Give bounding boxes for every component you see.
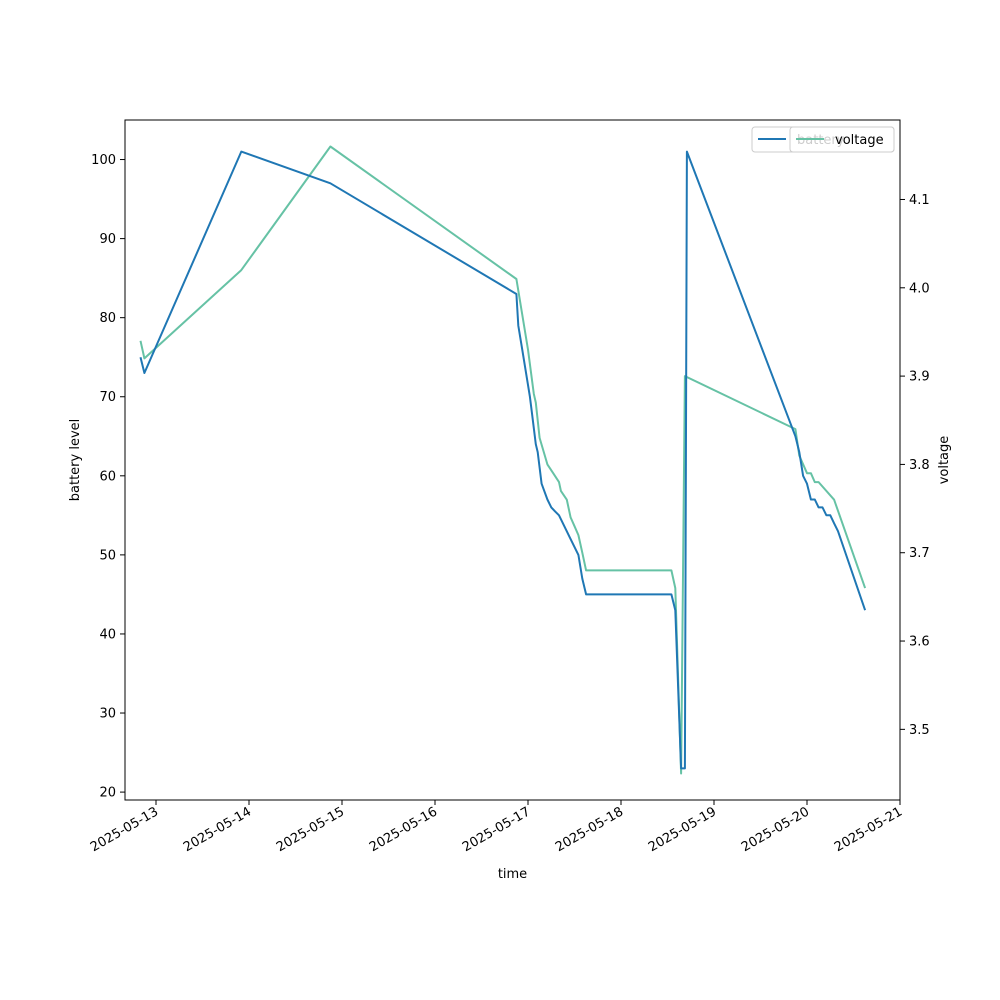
y-right-tick-label: 4.0: [909, 281, 930, 296]
y-right-tick-label: 3.8: [909, 458, 930, 473]
plot-frame: [124, 119, 901, 801]
x-tick-label: 2025-05-15: [274, 804, 347, 855]
y-left-tick-label: 80: [99, 311, 116, 326]
legend-label-voltage: voltage: [835, 133, 884, 148]
x-axis-label: time: [498, 867, 527, 882]
y-right-axis-label: voltage: [937, 436, 952, 485]
x-tick-label: 2025-05-21: [832, 804, 905, 855]
y-left-tick-label: 40: [99, 627, 116, 642]
y-left-tick-label: 50: [99, 548, 116, 563]
y-left-tick-label: 100: [91, 153, 116, 168]
series-lines: [139, 145, 867, 775]
x-tick-label: 2025-05-14: [181, 804, 254, 855]
y-left-tick-label: 90: [99, 232, 116, 247]
y-right-tick-label: 4.1: [909, 193, 930, 208]
y-left-tick-label: 70: [99, 390, 116, 405]
x-tick-label: 2025-05-16: [367, 804, 440, 855]
series-line-battery: [139, 150, 867, 770]
axes: 2025-05-13 2025-05-14 2025-05-15 2025-05-16…: [68, 119, 952, 882]
y-right-tick-label: 3.7: [909, 546, 930, 561]
series-line-voltage: [139, 145, 867, 775]
y-left-axis-label: battery level: [68, 419, 83, 502]
legend: batteryvoltage: [751, 126, 895, 153]
x-tick-label: 2025-05-17: [460, 804, 533, 855]
y-left-tick-label: 20: [99, 786, 116, 801]
x-tick-label: 2025-05-19: [646, 804, 719, 855]
y-right-tick-label: 3.5: [909, 723, 930, 738]
y-left-tick-label: 60: [99, 469, 116, 484]
x-tick-label: 2025-05-18: [553, 804, 626, 855]
y-right-tick-label: 3.6: [909, 635, 930, 650]
y-right-tick-label: 3.9: [909, 370, 930, 385]
y-left-tick-label: 30: [99, 707, 116, 722]
x-tick-label: 2025-05-20: [739, 804, 812, 855]
legend-box-voltage: [789, 126, 895, 153]
x-tick-label: 2025-05-13: [88, 804, 161, 855]
